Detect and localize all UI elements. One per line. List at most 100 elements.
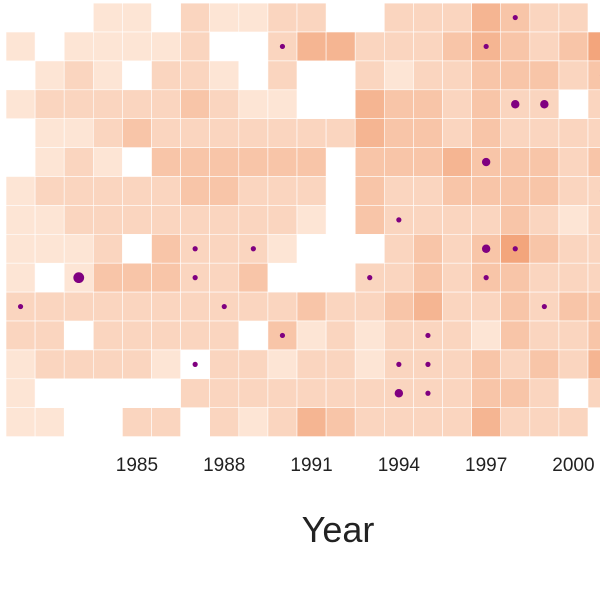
heatmap-cell — [413, 205, 443, 235]
heatmap-cell — [558, 291, 589, 322]
heatmap-cell — [413, 407, 443, 437]
heatmap-cell — [587, 60, 600, 91]
x-tick-label: 1997 — [465, 455, 507, 476]
heatmap-cell — [442, 31, 472, 62]
heatmap-markers — [17, 14, 600, 398]
heatmap-cell — [558, 234, 589, 264]
heatmap-cell — [529, 118, 560, 148]
heatmap-cell — [267, 147, 298, 177]
heatmap-cell — [122, 320, 152, 351]
heatmap-cell — [354, 118, 385, 148]
heatmap-cell — [238, 89, 269, 120]
heatmap-cell — [529, 407, 560, 437]
heatmap-cell — [63, 118, 94, 148]
heatmap-cell — [180, 31, 211, 62]
heatmap-cell — [209, 407, 240, 437]
heatmap-cell — [471, 176, 502, 206]
heatmap-cell — [354, 320, 385, 351]
heatmap-cell — [529, 378, 560, 408]
heatmap-cell — [413, 234, 443, 264]
heatmap-cell — [151, 234, 181, 264]
heatmap-cell — [267, 291, 298, 322]
heatmap-cell — [383, 262, 414, 293]
heatmap-marker — [483, 275, 489, 281]
heatmap-cell — [180, 89, 211, 120]
heatmap-cell — [413, 349, 443, 380]
heatmap-cell — [500, 147, 531, 177]
heatmap-cell — [587, 176, 600, 206]
heatmap-cell — [500, 118, 531, 148]
heatmap-cell — [151, 320, 181, 351]
heatmap-cell — [267, 89, 298, 120]
heatmap-marker — [425, 332, 431, 339]
heatmap-cell — [209, 147, 240, 177]
heatmap-cell — [442, 2, 472, 33]
heatmap-cell — [238, 118, 269, 148]
heatmap-cell — [180, 378, 211, 408]
heatmap-cell — [209, 320, 240, 351]
heatmap-cell — [325, 118, 356, 148]
heatmap-cell — [63, 147, 94, 177]
x-tick-label: 1985 — [116, 455, 158, 476]
heatmap-cell — [587, 291, 600, 322]
heatmap-cell — [34, 234, 65, 264]
heatmap-cell — [93, 89, 123, 120]
heatmap-marker — [394, 389, 404, 398]
heatmap-cell — [558, 31, 589, 62]
heatmap-cell — [238, 2, 269, 33]
heatmap-cell — [296, 205, 327, 235]
heatmap-cell — [529, 320, 560, 351]
heatmap-marker — [17, 303, 24, 310]
heatmap-cell — [354, 89, 385, 120]
heatmap-marker — [512, 246, 518, 252]
heatmap-cell — [442, 147, 472, 177]
heatmap-cell — [413, 118, 443, 148]
heatmap-cell — [558, 176, 589, 206]
heatmap-cell — [354, 407, 385, 437]
heatmap-cell — [93, 60, 123, 91]
heatmap-cell — [209, 205, 240, 235]
heatmap-cell — [63, 291, 94, 322]
heatmap-cell — [471, 378, 502, 408]
heatmap-cell — [442, 349, 472, 380]
heatmap-cell — [325, 320, 356, 351]
heatmap-cell — [93, 320, 123, 351]
heatmap-marker — [512, 14, 518, 21]
heatmap-cell — [413, 291, 443, 322]
heatmap-cell — [209, 262, 240, 293]
heatmap-cell — [500, 378, 531, 408]
heatmap-cell — [122, 176, 152, 206]
heatmap-cell — [529, 2, 560, 33]
heatmap-cell — [558, 320, 589, 351]
heatmap-cell — [471, 407, 502, 437]
heatmap-cell — [471, 291, 502, 322]
heatmap-cell — [383, 234, 414, 264]
heatmap-cell — [500, 31, 531, 62]
heatmap-cell — [413, 31, 443, 62]
heatmap-cell — [151, 31, 181, 62]
heatmap-cell — [354, 262, 385, 293]
heatmap-cell — [587, 205, 600, 235]
heatmap-cell — [151, 291, 181, 322]
heatmap-cell — [325, 378, 356, 408]
heatmap-cell — [442, 262, 472, 293]
heatmap-marker — [483, 43, 489, 50]
heatmap-cell — [558, 205, 589, 235]
heatmap-cell — [413, 60, 443, 91]
heatmap-marker — [481, 244, 491, 253]
heatmap-cell — [5, 378, 36, 408]
heatmap-cell — [296, 349, 327, 380]
heatmap-cell — [558, 147, 589, 177]
heatmap-cell — [267, 407, 298, 437]
heatmap-cell — [122, 349, 152, 380]
heatmap-cell — [354, 147, 385, 177]
heatmap-cell — [93, 262, 123, 293]
heatmap-cell — [442, 291, 472, 322]
heatmap-cell — [5, 262, 36, 293]
heatmap-cell — [500, 176, 531, 206]
heatmap-cell — [34, 89, 65, 120]
heatmap-cell — [500, 60, 531, 91]
heatmap-cell — [34, 349, 65, 380]
heatmap-marker — [425, 361, 431, 367]
